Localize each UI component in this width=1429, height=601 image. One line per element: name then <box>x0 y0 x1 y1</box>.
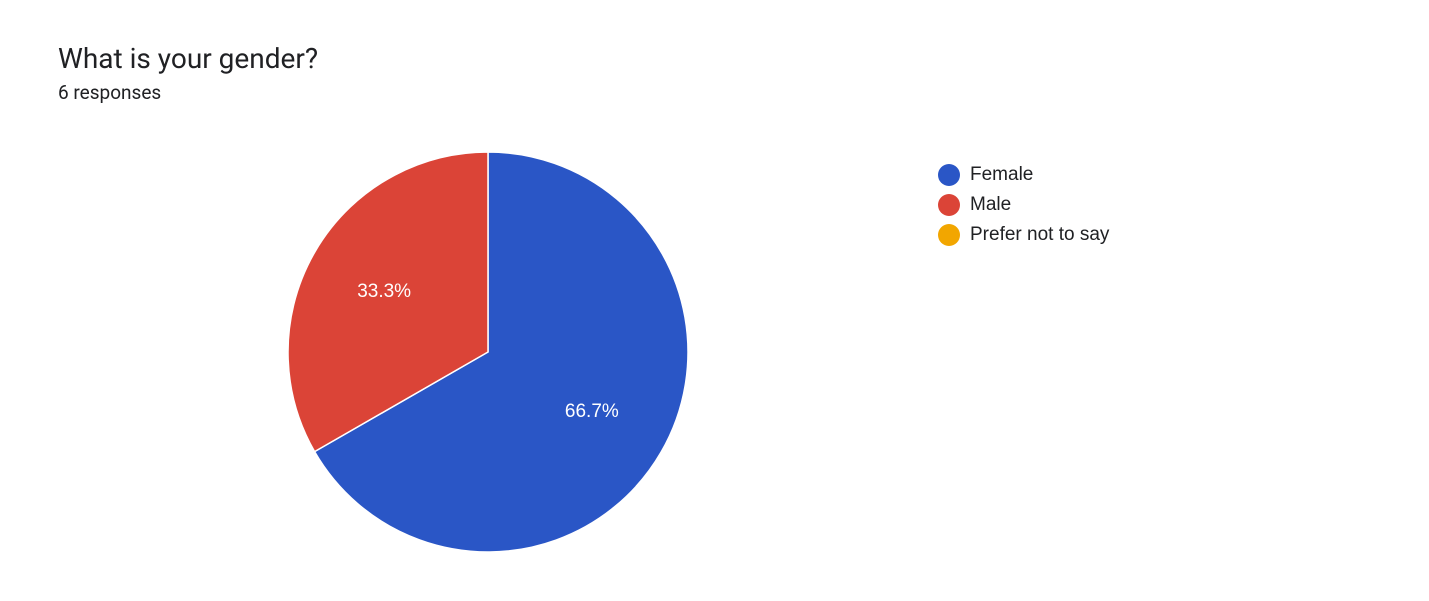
legend: Female Male Prefer not to say <box>938 164 1109 254</box>
legend-label: Female <box>970 164 1033 186</box>
pie-svg: 66.7% 33.3% <box>288 152 688 552</box>
legend-swatch <box>938 224 960 246</box>
legend-swatch <box>938 194 960 216</box>
legend-label: Prefer not to say <box>970 224 1109 246</box>
chart-title: What is your gender? <box>58 42 1429 75</box>
legend-item[interactable]: Female <box>938 164 1109 186</box>
chart-container: What is your gender? 6 responses 66.7% 33… <box>0 0 1429 601</box>
pie-chart: 66.7% 33.3% <box>288 152 688 552</box>
legend-label: Male <box>970 194 1011 216</box>
slice-label: 66.7% <box>565 401 619 422</box>
response-count: 6 responses <box>58 81 1429 104</box>
legend-item[interactable]: Prefer not to say <box>938 224 1109 246</box>
legend-item[interactable]: Male <box>938 194 1109 216</box>
legend-swatch <box>938 164 960 186</box>
slice-label: 33.3% <box>357 281 411 302</box>
